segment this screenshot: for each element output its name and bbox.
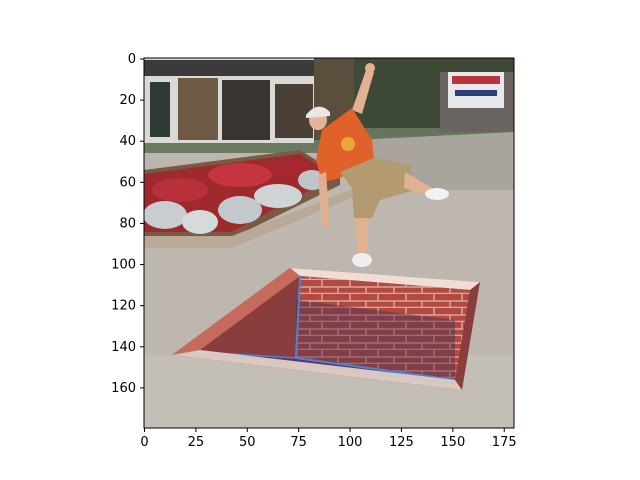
x-tick-label: 150 bbox=[440, 435, 465, 450]
y-tick-label: 40 bbox=[119, 134, 136, 149]
x-tick-label: 0 bbox=[140, 435, 148, 450]
y-tick-label: 20 bbox=[119, 93, 136, 108]
x-tick-label: 75 bbox=[290, 435, 307, 450]
photo bbox=[144, 58, 514, 428]
y-tick-label: 100 bbox=[111, 258, 136, 273]
white-foliage bbox=[144, 201, 187, 229]
axes-frame bbox=[143, 57, 515, 429]
y-tick-label: 60 bbox=[119, 175, 136, 190]
y-tick-label: 160 bbox=[111, 381, 136, 396]
person bbox=[306, 63, 449, 267]
x-tick-label: 175 bbox=[492, 435, 517, 450]
x-tick-label: 50 bbox=[239, 435, 256, 450]
shoe bbox=[425, 188, 449, 200]
x-axis: 0 25 50 75 100 125 150 175 bbox=[140, 428, 517, 450]
x-tick-label: 25 bbox=[188, 435, 205, 450]
khaki-shorts bbox=[340, 158, 414, 220]
y-axis: 0 20 40 60 80 100 120 140 160 bbox=[111, 52, 144, 396]
y-tick-label: 80 bbox=[119, 216, 136, 231]
y-tick-label: 140 bbox=[111, 340, 136, 355]
y-tick-label: 120 bbox=[111, 299, 136, 314]
y-tick-label: 0 bbox=[128, 52, 136, 67]
x-tick-label: 125 bbox=[389, 435, 414, 450]
x-tick-label: 100 bbox=[338, 435, 363, 450]
